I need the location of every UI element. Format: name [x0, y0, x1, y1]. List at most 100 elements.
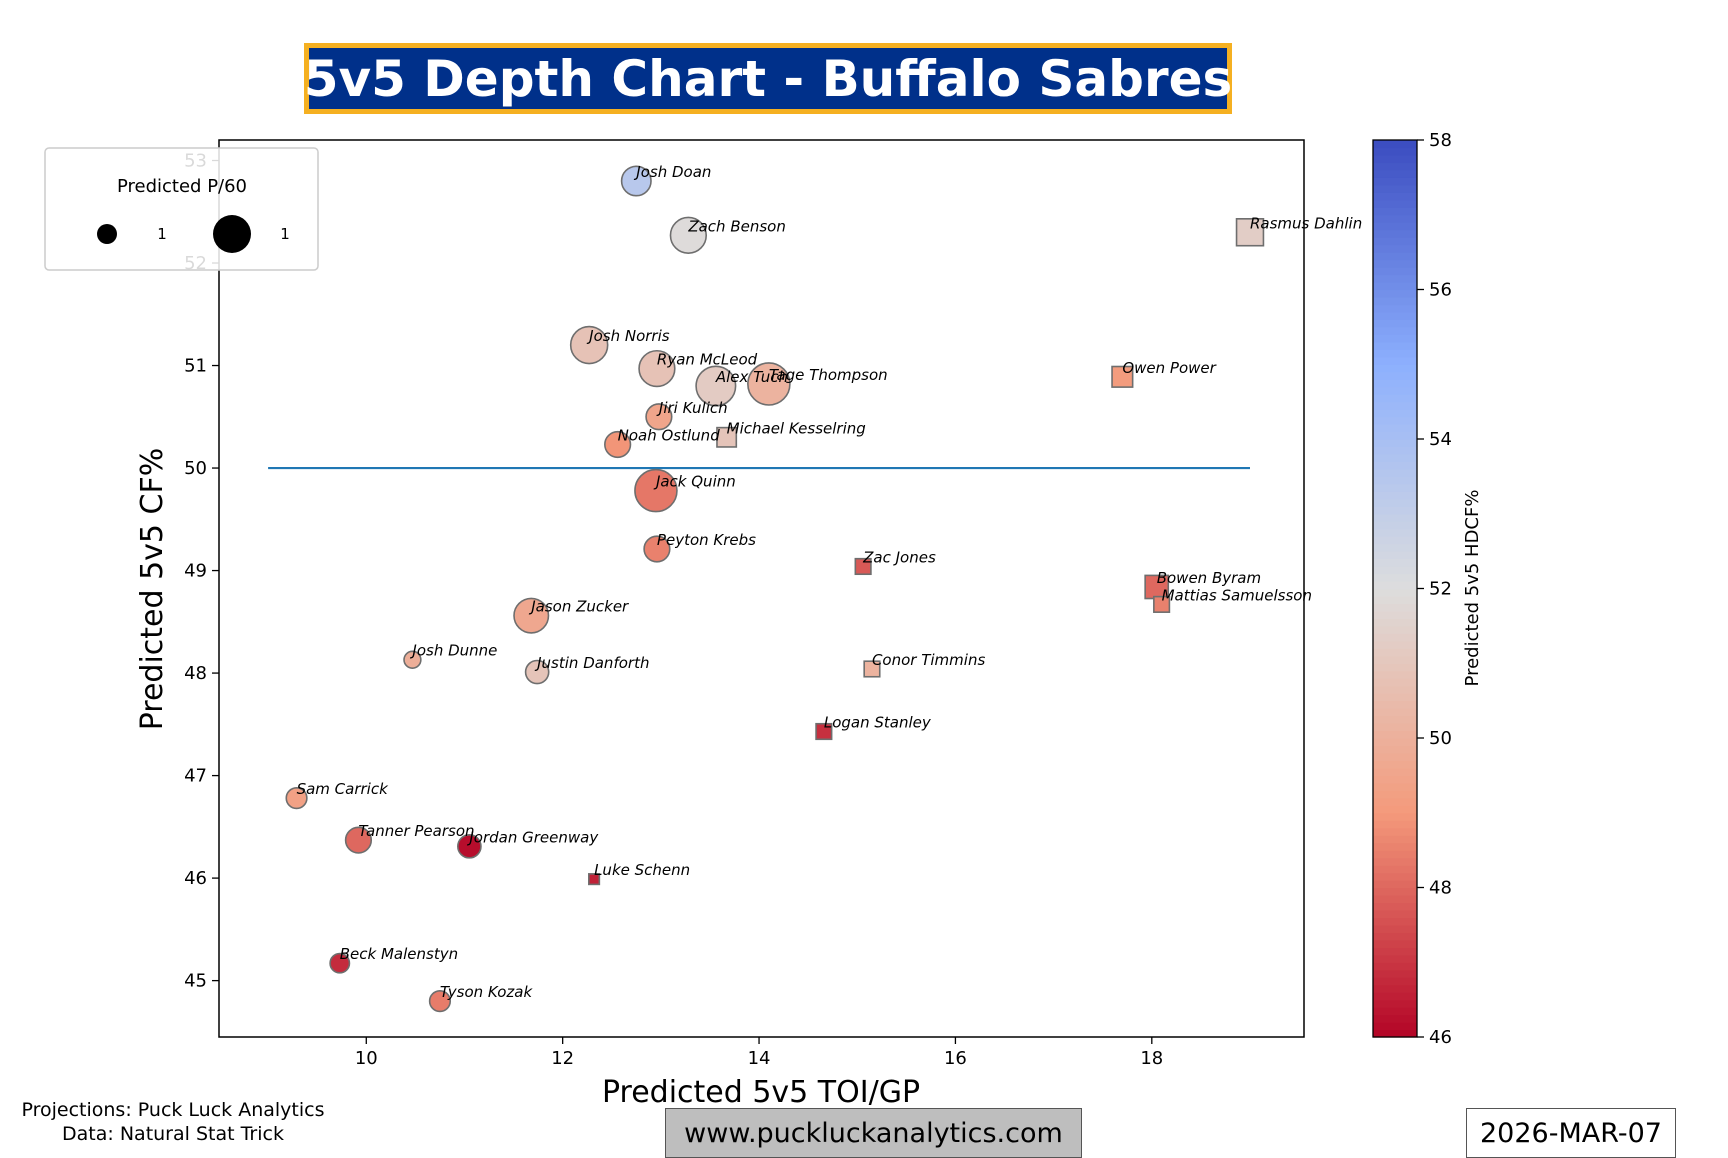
player-marker-peyton-krebs — [643, 535, 671, 563]
player-label-owen-power: Owen Power — [1122, 359, 1216, 377]
colorbar-segment — [1373, 140, 1417, 149]
player-marker-zach-benson — [669, 216, 708, 254]
colorbar-segment — [1373, 708, 1417, 717]
colorbar-segment — [1373, 715, 1417, 724]
colorbar-segment — [1373, 439, 1417, 448]
player-label-zac-jones: Zac Jones — [862, 548, 936, 566]
colorbar-segment — [1373, 670, 1417, 679]
colorbar-segment — [1373, 805, 1417, 814]
player-marker-beck-malenstyn — [329, 952, 351, 974]
colorbar-segment — [1373, 401, 1417, 410]
player-label-josh-dunne: Josh Dunne — [409, 642, 497, 660]
colorbar-segment — [1373, 917, 1417, 926]
colorbar-segment — [1373, 797, 1417, 806]
colorbar-segment — [1373, 184, 1417, 193]
colorbar-segment — [1373, 977, 1417, 986]
player-label-bowen-byram: Bowen Byram — [1157, 569, 1261, 587]
x-axis-label: Predicted 5v5 TOI/GP — [602, 1075, 920, 1110]
player-marker-jiri-kulich — [645, 403, 673, 431]
colorbar-segment — [1373, 850, 1417, 859]
player-label-josh-doan: Josh Doan — [633, 163, 711, 181]
colorbar-segment — [1373, 752, 1417, 762]
colorbar-segment — [1373, 326, 1417, 335]
size-legend-title: Predicted P/60 — [117, 176, 247, 197]
colorbar-segment — [1373, 573, 1417, 582]
colorbar-segment — [1373, 842, 1417, 851]
colorbar-tick-label: 50 — [1429, 728, 1452, 749]
colorbar-segment — [1373, 192, 1417, 201]
colorbar-segment — [1373, 252, 1417, 261]
colorbar-segment — [1373, 229, 1417, 238]
colorbar-tick-label: 46 — [1429, 1027, 1452, 1048]
colorbar-tick-label: 52 — [1429, 579, 1452, 600]
player-label-logan-stanley: Logan Stanley — [824, 714, 932, 732]
colorbar-segment — [1373, 678, 1417, 687]
colorbar-segment — [1373, 640, 1417, 649]
colorbar-segment — [1373, 461, 1417, 470]
colorbar-segment — [1373, 588, 1417, 597]
colorbar-segment — [1373, 162, 1417, 171]
colorbar-segment — [1373, 476, 1417, 485]
colorbar-segment — [1373, 222, 1417, 231]
date-badge: 2026-MAR-07 — [1466, 1108, 1676, 1158]
player-marker-zac-jones — [854, 557, 872, 576]
size-legend-large-label: 1 — [280, 225, 290, 243]
colorbar-segment — [1373, 685, 1417, 694]
colorbar-segment — [1373, 386, 1417, 395]
colorbar-segment — [1373, 969, 1417, 978]
player-marker-josh-dunne — [403, 650, 422, 669]
colorbar-segment — [1373, 543, 1417, 552]
colorbar-segment — [1373, 528, 1417, 537]
colorbar-segment — [1373, 394, 1417, 403]
player-marker-tage-thompson — [747, 362, 791, 406]
player-marker-justin-danforth — [524, 659, 550, 685]
size-legend: Predicted P/60 1 1 — [44, 147, 319, 271]
colorbar-segment — [1373, 506, 1417, 515]
colorbar-segment — [1373, 700, 1417, 709]
player-label-tyson-kozak: Tyson Kozak — [440, 983, 534, 1001]
colorbar-segment — [1373, 446, 1417, 455]
colorbar-segment — [1373, 663, 1417, 672]
colorbar-segment — [1373, 992, 1417, 1001]
colorbar-segment — [1373, 491, 1417, 500]
colorbar-segment — [1373, 865, 1417, 874]
player-label-rasmus-dahlin: Rasmus Dahlin — [1250, 214, 1362, 232]
colorbar-segment — [1373, 349, 1417, 358]
player-marker-mattias-samuelsson — [1153, 595, 1171, 613]
colorbar-segment — [1373, 274, 1417, 283]
colorbar-segment — [1373, 924, 1417, 933]
colorbar-segment — [1373, 237, 1417, 246]
colorbar-segment — [1373, 812, 1417, 821]
player-label-noah-ostlund: Noah Ostlund — [618, 426, 721, 444]
colorbar-segment — [1373, 655, 1417, 664]
y-tick-label: 46 — [184, 868, 207, 889]
colorbar-segment — [1373, 409, 1417, 418]
player-label-beck-malenstyn: Beck Malenstyn — [340, 945, 458, 963]
colorbar-segment — [1373, 498, 1417, 507]
colorbar-segment — [1373, 902, 1417, 911]
colorbar-segment — [1373, 767, 1417, 776]
player-label-tanner-pearson: Tanner Pearson — [358, 822, 474, 840]
player-marker-noah-ostlund — [604, 430, 632, 459]
colorbar-segment — [1373, 954, 1417, 963]
website-badge: www.puckluckanalytics.com — [665, 1108, 1082, 1158]
colorbar-segment — [1373, 745, 1417, 754]
player-label-jordan-greenway: Jordan Greenway — [466, 828, 599, 846]
colorbar-segment — [1373, 782, 1417, 791]
colorbar-segment — [1373, 282, 1417, 291]
player-label-peyton-krebs: Peyton Krebs — [657, 531, 756, 549]
chart-title: 5v5 Depth Chart - Buffalo Sabres — [303, 49, 1233, 108]
colorbar-segment — [1373, 857, 1417, 866]
player-label-alex-tuch: Alex Tuch — [715, 368, 788, 386]
colorbar-segment — [1373, 214, 1417, 223]
player-label-tage-thompson: Tage Thompson — [769, 366, 888, 384]
player-marker-conor-timmins — [863, 660, 881, 678]
colorbar-segment — [1373, 618, 1417, 627]
colorbar-segment — [1373, 633, 1417, 642]
colorbar-segment — [1373, 289, 1417, 298]
player-label-justin-danforth: Justin Danforth — [534, 654, 649, 672]
colorbar-segment — [1373, 1007, 1417, 1016]
colorbar-segment — [1373, 827, 1417, 836]
colorbar-segment — [1373, 603, 1417, 612]
colorbar-segment — [1373, 364, 1417, 373]
